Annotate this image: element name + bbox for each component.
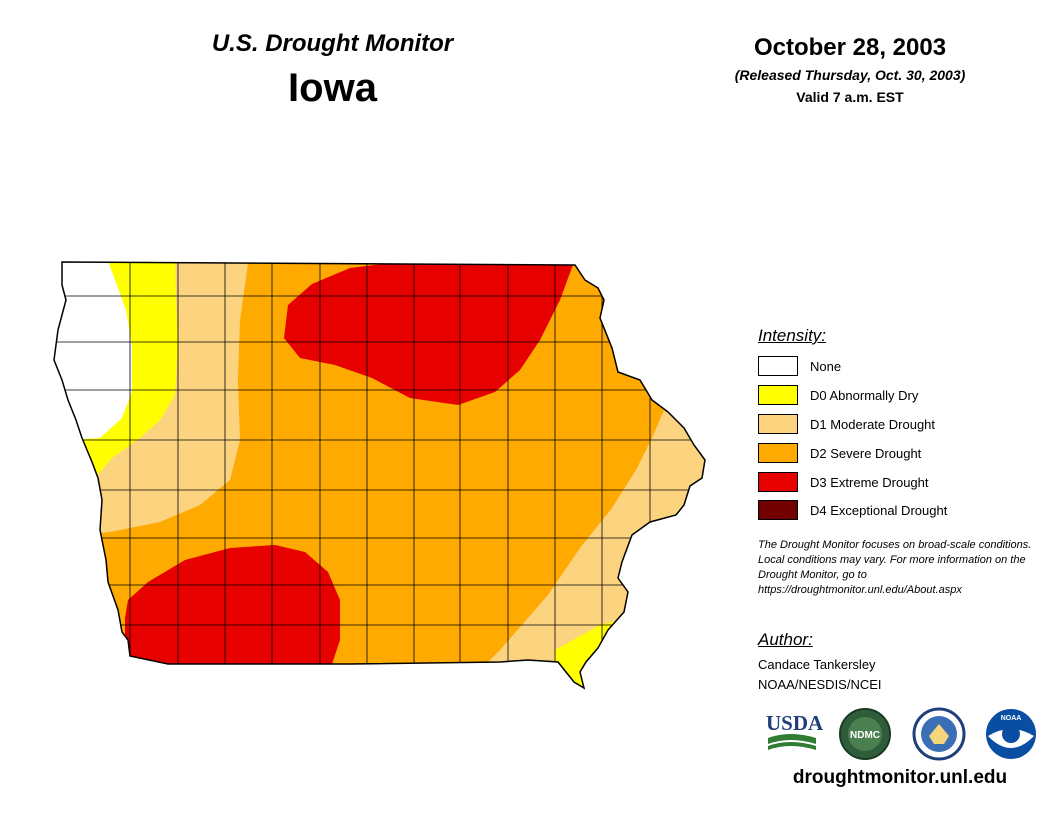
noaa-logo-text: NOAA	[1001, 715, 1022, 722]
legend-swatch	[758, 385, 798, 405]
legend-swatch	[758, 443, 798, 463]
author-org: NOAA/NESDIS/NCEI	[758, 677, 882, 692]
legend-item: D2 Severe Drought	[758, 442, 921, 464]
footer-url[interactable]: droughtmonitor.unl.edu	[792, 767, 1008, 788]
iowa-drought-map	[53, 261, 706, 690]
d3-region-north	[284, 262, 574, 405]
legend-item: D1 Moderate Drought	[758, 413, 935, 435]
legend-item: D4 Exceptional Drought	[758, 499, 947, 521]
legend-label: D0 Abnormally Dry	[810, 387, 919, 403]
author-name: Candace Tankersley	[758, 657, 876, 672]
valid-time: Valid 7 a.m. EST	[796, 89, 904, 105]
legend-swatch	[758, 472, 798, 492]
usda-logo-text: USDA	[766, 711, 824, 735]
legend-item: D0 Abnormally Dry	[758, 384, 918, 406]
legend-label: None	[810, 358, 842, 374]
legend-label: D2 Severe Drought	[810, 445, 922, 461]
map-title: U.S. Drought Monitor	[211, 30, 454, 57]
author-title: Author:	[758, 630, 813, 649]
agency-logos: USDA NDMC NOAA	[766, 707, 1036, 761]
legend-label: D1 Moderate Drought	[810, 416, 936, 432]
map-date: October 28, 2003	[753, 34, 947, 61]
legend-item: D3 Extreme Drought	[758, 471, 929, 493]
ndmc-logo: NDMC	[839, 708, 891, 760]
usda-logo: USDA	[766, 711, 824, 750]
legend-swatch	[758, 414, 798, 434]
noaa-logo: NOAA	[986, 709, 1036, 759]
legend-item: None	[758, 355, 841, 377]
state-name: Iowa	[288, 66, 377, 110]
legend-label: D4 Exceptional Drought	[810, 502, 948, 518]
drought-monitor-note: The Drought Monitor focuses on broad-sca…	[758, 539, 1032, 596]
legend-title: Intensity:	[758, 326, 827, 345]
legend-swatch	[758, 356, 798, 376]
commerce-seal-logo	[912, 707, 966, 761]
ndmc-logo-text: NDMC	[850, 730, 880, 741]
release-date: (Released Thursday, Oct. 30, 2003)	[734, 67, 966, 83]
d3-region-south	[125, 545, 340, 664]
state-outline	[53, 261, 706, 690]
legend-swatch	[758, 500, 798, 520]
legend-label: D3 Extreme Drought	[810, 474, 929, 490]
